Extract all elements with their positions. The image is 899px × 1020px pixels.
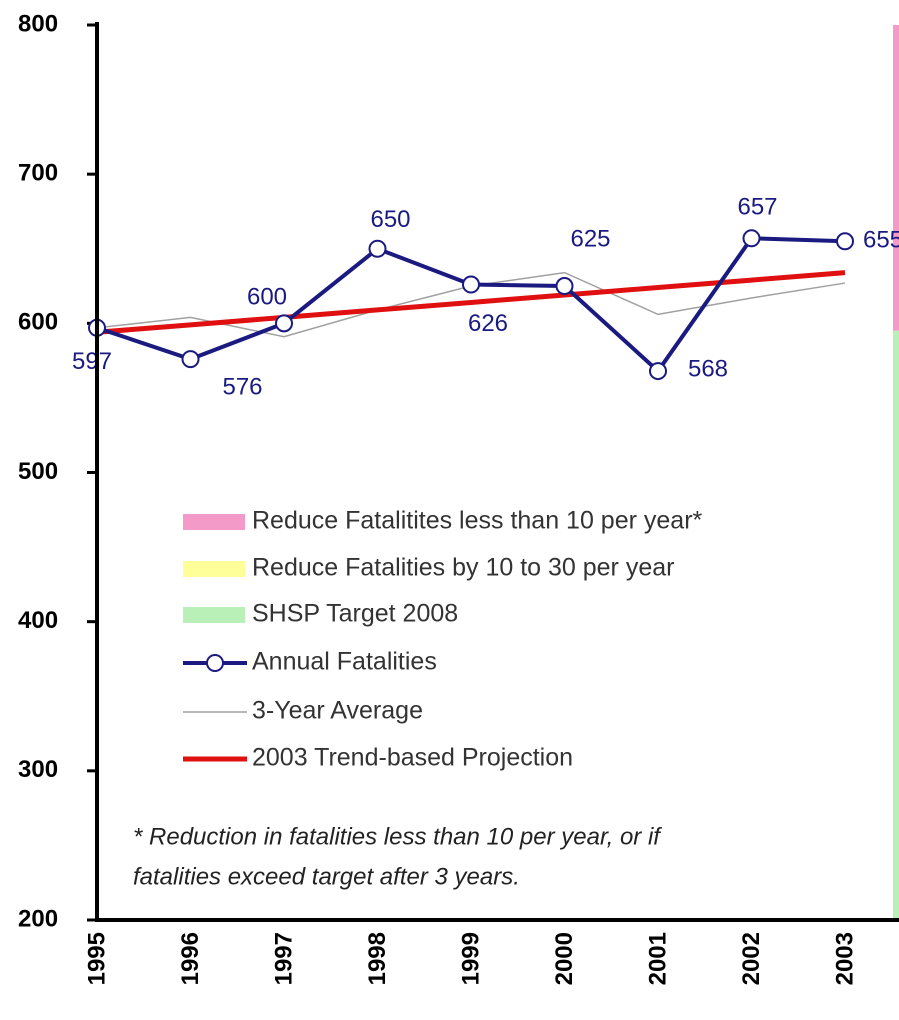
data-label: 568: [688, 355, 728, 382]
y-tick-label: 700: [18, 160, 58, 187]
marker: [649, 362, 667, 381]
footnote: * Reduction in fatalities less than 10 p…: [133, 823, 662, 850]
y-tick-label: 200: [18, 905, 58, 932]
marker: [181, 350, 200, 369]
legend-label: 2003 Trend-based Projection: [252, 744, 573, 772]
legend-label: Annual Fatalities: [252, 648, 437, 676]
legend-label: SHSP Target 2008: [252, 600, 458, 628]
x-tick-label: 1999: [457, 932, 484, 985]
data-label: 655: [863, 227, 899, 254]
marker: [368, 239, 387, 258]
x-tick-label: 2001: [644, 932, 671, 985]
legend-swatch: [183, 514, 245, 530]
legend-label: 3-Year Average: [252, 697, 423, 725]
marker: [836, 232, 854, 251]
x-tick-label: 1995: [83, 932, 110, 985]
footnote: fatalities exceed target after 3 years.: [133, 863, 520, 890]
legend-swatch: [183, 607, 245, 623]
x-tick-label: 2003: [831, 932, 858, 985]
x-tick-label: 2000: [551, 932, 578, 985]
marker: [462, 275, 480, 294]
y-tick-label: 500: [18, 458, 58, 485]
legend-label: Reduce Fatalities by 10 to 30 per year: [252, 554, 674, 582]
marker: [555, 277, 574, 296]
x-tick-label: 1997: [270, 932, 297, 985]
data-label: 650: [370, 206, 410, 233]
legend-marker: [206, 654, 224, 672]
y-tick-label: 800: [18, 10, 58, 37]
y-tick-label: 300: [18, 756, 58, 783]
target-region: [893, 25, 899, 331]
legend-label: Reduce Fatalitites less than 10 per year…: [252, 507, 703, 535]
marker: [742, 229, 761, 248]
data-label: 626: [468, 310, 508, 337]
y-tick-label: 600: [18, 309, 58, 336]
y-tick-label: 400: [18, 607, 58, 634]
x-tick-label: 1998: [364, 932, 391, 985]
legend-swatch: [183, 561, 245, 577]
data-label: 600: [247, 284, 287, 311]
target-region: [893, 330, 899, 921]
data-label: 657: [737, 194, 777, 221]
x-tick-label: 1996: [177, 932, 204, 985]
data-label: 576: [222, 373, 262, 400]
x-tick-label: 2002: [738, 932, 765, 985]
data-label: 625: [570, 225, 610, 252]
marker: [275, 314, 293, 333]
data-label: 597: [72, 348, 112, 375]
